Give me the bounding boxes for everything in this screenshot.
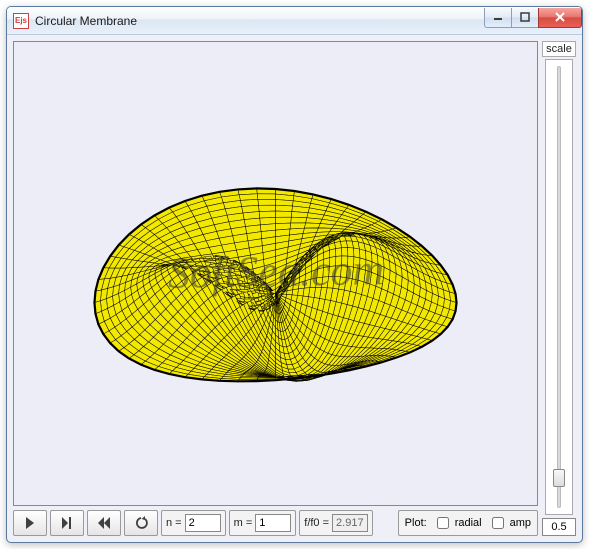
ratio-label: f/f0 = bbox=[304, 517, 329, 529]
plot-label: Plot: bbox=[405, 517, 427, 529]
scale-slider-thumb[interactable] bbox=[553, 469, 565, 487]
plot-options: Plot: radial amp bbox=[398, 510, 538, 536]
window-controls bbox=[485, 8, 582, 28]
scale-panel: scale 0.5 bbox=[542, 41, 576, 536]
m-input[interactable] bbox=[255, 514, 291, 532]
scale-label: scale bbox=[542, 41, 576, 57]
rewind-button[interactable] bbox=[87, 510, 121, 536]
n-label: n = bbox=[166, 517, 182, 529]
app-icon: Ejs bbox=[13, 13, 29, 29]
scale-slider[interactable] bbox=[545, 59, 573, 515]
radial-option[interactable]: radial bbox=[433, 514, 482, 532]
amp-checkbox[interactable] bbox=[492, 517, 504, 529]
m-field-group: m = bbox=[229, 510, 297, 536]
m-label: m = bbox=[234, 517, 253, 529]
window-title: Circular Membrane bbox=[35, 14, 485, 28]
n-input[interactable] bbox=[185, 514, 221, 532]
radial-text: radial bbox=[455, 517, 482, 529]
step-button[interactable] bbox=[50, 510, 84, 536]
plot-canvas[interactable]: SoftSea.com bbox=[13, 41, 538, 506]
minimize-button[interactable] bbox=[484, 8, 512, 28]
play-button[interactable] bbox=[13, 510, 47, 536]
main-column: SoftSea.com n = bbox=[13, 41, 538, 536]
amp-text: amp bbox=[510, 517, 531, 529]
amp-option[interactable]: amp bbox=[488, 514, 531, 532]
client-area: SoftSea.com n = bbox=[7, 35, 582, 542]
radial-checkbox[interactable] bbox=[437, 517, 449, 529]
maximize-button[interactable] bbox=[511, 8, 539, 28]
controls-bar: n = m = f/f0 = Plot: radial bbox=[13, 510, 538, 536]
n-field-group: n = bbox=[161, 510, 226, 536]
titlebar[interactable]: Ejs Circular Membrane bbox=[7, 7, 582, 35]
membrane-surface bbox=[14, 42, 537, 505]
app-window: Ejs Circular Membrane SoftSea.com bbox=[6, 6, 583, 543]
ratio-output bbox=[332, 514, 368, 532]
ratio-field-group: f/f0 = bbox=[299, 510, 373, 536]
reset-button[interactable] bbox=[124, 510, 158, 536]
scale-value: 0.5 bbox=[542, 518, 576, 536]
close-button[interactable] bbox=[538, 8, 582, 28]
